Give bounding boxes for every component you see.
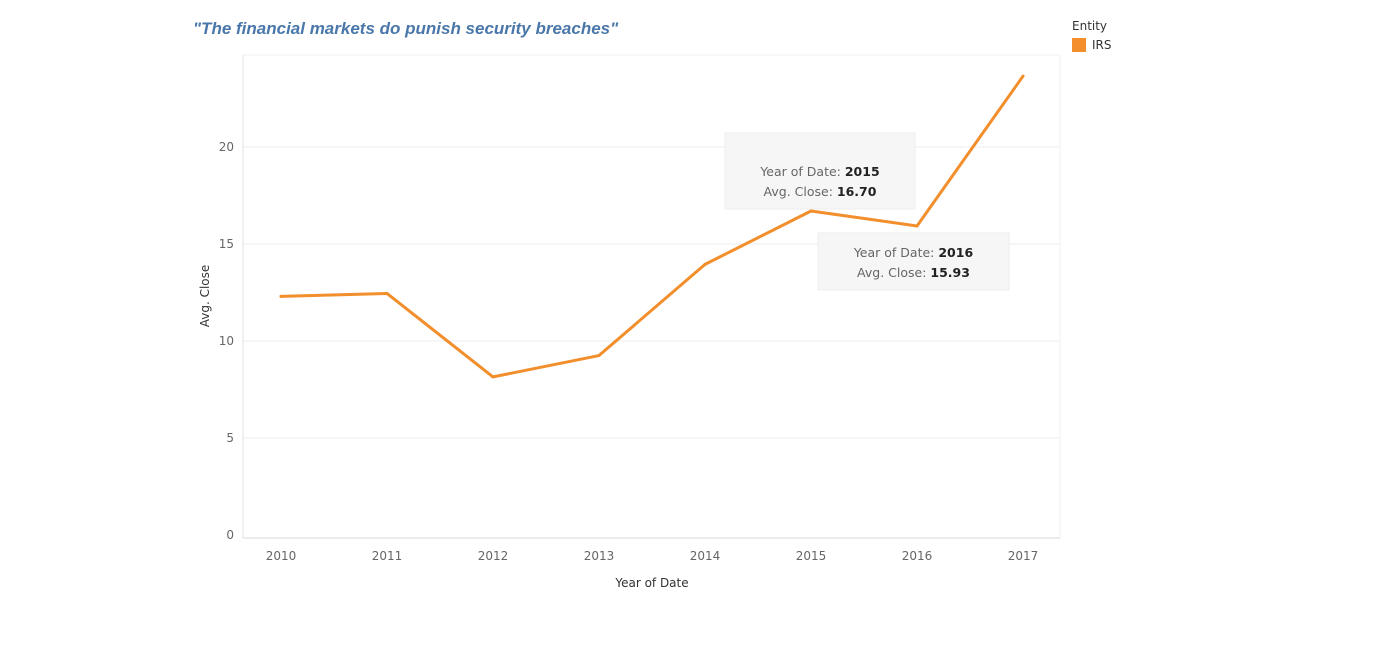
x-tick-label: 2011 xyxy=(372,549,403,563)
legend-swatch xyxy=(1072,38,1086,52)
y-tick-label: 10 xyxy=(219,334,234,348)
tooltip-value: 15.93 xyxy=(930,265,970,280)
y-tick-label: 0 xyxy=(226,528,234,542)
data-point[interactable] xyxy=(491,375,495,379)
legend-label: IRS xyxy=(1092,38,1112,52)
tooltip-label: Avg. Close: xyxy=(764,184,837,199)
series-line[interactable] xyxy=(279,74,1025,379)
y-tick-label: 20 xyxy=(219,140,234,154)
x-tick-label: 2010 xyxy=(266,549,297,563)
tooltip: Year of Date: 2016 Avg. Close: 15.93 xyxy=(817,232,1010,291)
legend: Entity IRS xyxy=(1072,19,1112,52)
x-tick-label: 2015 xyxy=(796,549,827,563)
x-tick-label: 2017 xyxy=(1008,549,1039,563)
data-point[interactable] xyxy=(1021,74,1025,78)
tooltip-line: Year of Date: 2016 xyxy=(853,245,974,260)
data-point[interactable] xyxy=(597,354,601,358)
tooltip-label: Year of Date: xyxy=(759,164,845,179)
x-tick-labels: 2010 2011 2012 2013 2014 2015 2016 2017 xyxy=(266,549,1039,563)
y-tick-label: 5 xyxy=(226,431,234,445)
y-axis-title: Avg. Close xyxy=(198,265,212,328)
tooltip-label: Year of Date: xyxy=(853,245,939,260)
y-tick-labels: 0 5 10 15 20 xyxy=(219,140,234,542)
x-tick-label: 2014 xyxy=(690,549,721,563)
y-tick-label: 15 xyxy=(219,237,234,251)
legend-title: Entity xyxy=(1072,19,1108,33)
tooltip-line: Avg. Close: 16.70 xyxy=(764,184,877,199)
data-point[interactable] xyxy=(703,262,707,266)
chart-title: "The financial markets do punish securit… xyxy=(193,19,619,38)
data-point[interactable] xyxy=(279,294,283,298)
data-point[interactable] xyxy=(915,224,919,228)
x-tick-label: 2016 xyxy=(902,549,933,563)
tooltip-box xyxy=(724,132,916,210)
gridlines xyxy=(243,146,1060,439)
x-tick-label: 2013 xyxy=(584,549,615,563)
axes xyxy=(242,54,1061,539)
tooltip-value: 2016 xyxy=(938,245,973,260)
tooltip-line: Avg. Close: 15.93 xyxy=(857,265,970,280)
x-tick-label: 2012 xyxy=(478,549,509,563)
legend-item-irs[interactable]: IRS xyxy=(1072,38,1112,52)
series-irs xyxy=(279,74,1025,379)
tooltip: Year of Date: 2015 Avg. Close: 16.70 xyxy=(724,132,916,210)
tooltip-value: 16.70 xyxy=(837,184,877,199)
tooltip-value: 2015 xyxy=(845,164,880,179)
data-point[interactable] xyxy=(809,209,813,213)
tooltip-line: Year of Date: 2015 xyxy=(759,164,879,179)
tooltip-box xyxy=(817,232,1010,291)
x-axis-title: Year of Date xyxy=(614,576,688,590)
data-point[interactable] xyxy=(385,291,389,295)
tooltip-label: Avg. Close: xyxy=(857,265,930,280)
